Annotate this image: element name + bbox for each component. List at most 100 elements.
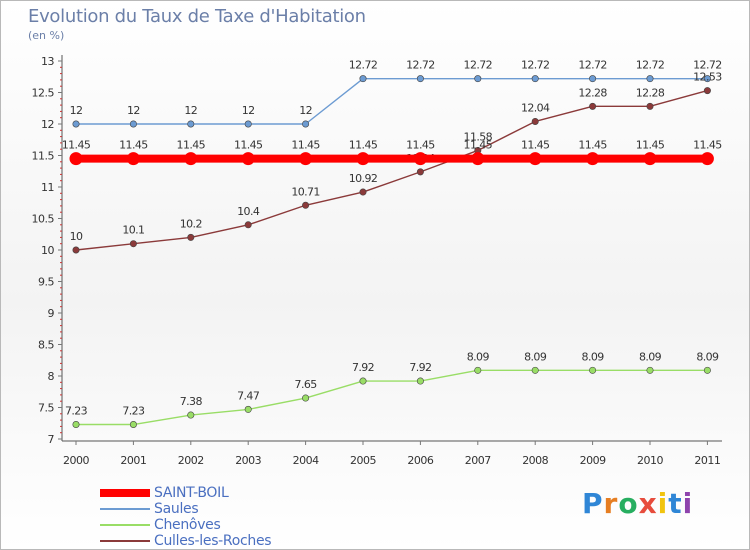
data-point <box>244 221 252 229</box>
x-tick-label: 2008 <box>522 454 548 467</box>
legend-swatch <box>100 524 150 526</box>
y-tick-label: 8 <box>48 370 55 383</box>
data-label: 11.45 <box>177 139 206 152</box>
data-label: 10.1 <box>122 224 144 237</box>
data-label: 12 <box>242 104 255 117</box>
data-point <box>302 394 310 402</box>
data-point <box>700 152 714 166</box>
data-label: 8.09 <box>696 350 719 363</box>
data-label: 8.09 <box>582 350 605 363</box>
data-point <box>646 102 654 110</box>
data-point <box>416 377 424 385</box>
data-point <box>129 120 137 128</box>
x-tick-label: 2003 <box>235 454 261 467</box>
y-tick-label: 7 <box>48 433 55 446</box>
legend-label: Chenôves <box>154 517 221 533</box>
data-point <box>359 377 367 385</box>
y-tick-label: 8.5 <box>38 339 54 352</box>
data-label: 12.72 <box>464 59 493 72</box>
data-label: 8.09 <box>639 350 662 363</box>
y-tick-label: 11.5 <box>32 150 55 163</box>
data-point <box>72 421 80 429</box>
data-point <box>69 152 83 166</box>
data-label: 7.47 <box>237 389 260 402</box>
y-tick-label: 9 <box>48 307 55 320</box>
data-label: 11.45 <box>349 139 378 152</box>
data-label: 11.45 <box>406 139 435 152</box>
logo-letter: r <box>603 487 619 520</box>
data-point <box>531 75 539 83</box>
data-point <box>589 102 597 110</box>
data-label: 12 <box>70 104 83 117</box>
data-point <box>703 75 711 83</box>
data-label: 11.45 <box>119 139 148 152</box>
data-label: 10.2 <box>180 217 202 230</box>
data-point <box>703 366 711 374</box>
legend-swatch <box>100 540 150 542</box>
data-point <box>302 201 310 209</box>
data-label: 11.45 <box>62 139 91 152</box>
data-label: 12.53 <box>693 71 722 84</box>
x-tick-label: 2010 <box>637 454 663 467</box>
logo-letter: P <box>582 487 604 520</box>
data-point <box>299 152 313 166</box>
data-point <box>302 120 310 128</box>
data-label: 12 <box>184 104 197 117</box>
legend-label: SAINT-BOIL <box>154 485 229 501</box>
data-point <box>359 188 367 196</box>
data-label: 11.45 <box>636 139 665 152</box>
y-tick-label: 13 <box>41 55 54 68</box>
data-label: 12.72 <box>521 59 550 72</box>
legend-label: Culles-les-Roches <box>154 533 272 549</box>
legend-label: Saules <box>154 501 199 517</box>
data-label: 10.4 <box>237 205 260 218</box>
y-tick-label: 10 <box>41 244 54 257</box>
data-label: 10.92 <box>349 172 378 185</box>
data-label: 7.23 <box>65 405 88 418</box>
data-label: 12.28 <box>578 86 607 99</box>
data-point <box>531 117 539 125</box>
data-label: 11.45 <box>693 139 722 152</box>
data-label: 11.58 <box>464 130 493 143</box>
logo-letter: i <box>682 487 694 520</box>
y-tick-label: 9.5 <box>38 276 54 289</box>
data-point <box>589 75 597 83</box>
data-label: 11.45 <box>464 139 493 152</box>
data-label: 8.09 <box>467 350 490 363</box>
data-label: 7.38 <box>180 395 203 408</box>
data-point <box>129 421 137 429</box>
data-point <box>416 168 424 176</box>
data-point <box>72 246 80 254</box>
x-tick-label: 2007 <box>465 454 491 467</box>
data-point <box>416 75 424 83</box>
logo-letter: i <box>657 487 669 520</box>
data-point <box>241 152 255 166</box>
data-point <box>586 152 600 166</box>
logo-letter: x <box>638 487 658 520</box>
data-label: 7.92 <box>409 361 431 374</box>
data-label: 12.72 <box>349 59 378 72</box>
data-point <box>531 366 539 374</box>
data-label: 10 <box>70 230 83 243</box>
data-label: 7.65 <box>295 378 318 391</box>
data-label: 12.72 <box>636 59 665 72</box>
data-point <box>72 120 80 128</box>
data-point <box>474 75 482 83</box>
data-point <box>646 75 654 83</box>
x-tick-label: 2001 <box>120 454 146 467</box>
data-label: 8.09 <box>524 350 547 363</box>
legend-swatch <box>100 508 150 510</box>
x-tick-label: 2000 <box>63 454 89 467</box>
y-tick-label: 11 <box>41 181 54 194</box>
y-tick-label: 10.5 <box>32 213 55 226</box>
data-label: 11.45 <box>521 139 550 152</box>
data-point <box>187 120 195 128</box>
y-tick-label: 12 <box>41 118 54 131</box>
data-label: 11.45 <box>234 139 263 152</box>
data-point <box>244 405 252 413</box>
data-point <box>471 152 485 166</box>
data-point <box>413 152 427 166</box>
data-label: 12.72 <box>578 59 607 72</box>
